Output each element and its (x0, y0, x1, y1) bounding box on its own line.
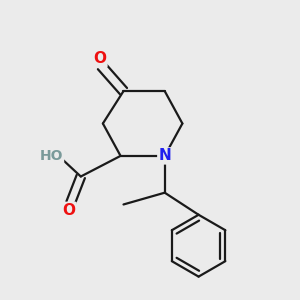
Text: HO: HO (40, 149, 63, 163)
Text: O: O (93, 51, 106, 66)
Text: N: N (158, 148, 171, 164)
Text: O: O (62, 203, 76, 218)
